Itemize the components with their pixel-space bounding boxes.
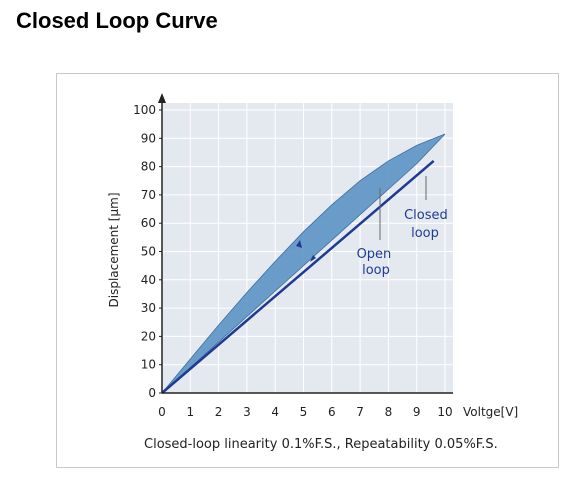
closed-loop-line: [161, 159, 435, 394]
chart-caption: Closed-loop linearity 0.1%F.S., Repeatab…: [144, 437, 498, 452]
y-tick-label: 100: [133, 103, 156, 117]
down-arrow-icon: [310, 255, 316, 262]
y-axis-label: Displacement [μm]: [107, 193, 121, 308]
x-tick-label: 0: [158, 405, 166, 419]
x-axis-label: Voltge[V]: [463, 405, 518, 419]
x-tick-label: 5: [300, 405, 308, 419]
y-tick-label: 80: [141, 160, 156, 174]
x-tick-label: 4: [271, 405, 279, 419]
x-tick-label: 2: [215, 405, 223, 419]
y-tick-label: 0: [148, 386, 156, 400]
y-tick-label: 60: [141, 216, 156, 230]
x-tick-labels: 0 1 2 3 4 5 6 7 8 9 10: [158, 405, 452, 419]
x-tick-label: 1: [186, 405, 194, 419]
y-tick-label: 50: [141, 245, 156, 259]
open-loop-callout: Open loop: [357, 247, 396, 278]
page-title: Closed Loop Curve: [16, 8, 218, 33]
axes: [158, 93, 453, 394]
y-tick-label: 20: [141, 329, 156, 343]
up-arrow-icon: [296, 240, 302, 248]
closed-loop-callout: Closed loop: [404, 208, 452, 241]
y-tick-label: 90: [141, 131, 156, 145]
x-tick-label: 10: [437, 405, 452, 419]
x-tick-label: 3: [243, 405, 251, 419]
x-tick-label: 9: [413, 405, 421, 419]
y-axis-arrow-icon: [158, 93, 166, 103]
x-tick-label: 7: [356, 405, 364, 419]
open-loop-hysteresis-area: [161, 133, 446, 394]
y-tick-label: 70: [141, 188, 156, 202]
y-tick-label: 30: [141, 301, 156, 315]
x-tick-label: 6: [328, 405, 336, 419]
y-tick-label: 10: [141, 358, 156, 372]
y-tick-label: 40: [141, 273, 156, 287]
x-tick-label: 8: [385, 405, 393, 419]
y-tick-labels: 0 10 20 30 40 50 60 70 80 90 100: [133, 103, 162, 400]
